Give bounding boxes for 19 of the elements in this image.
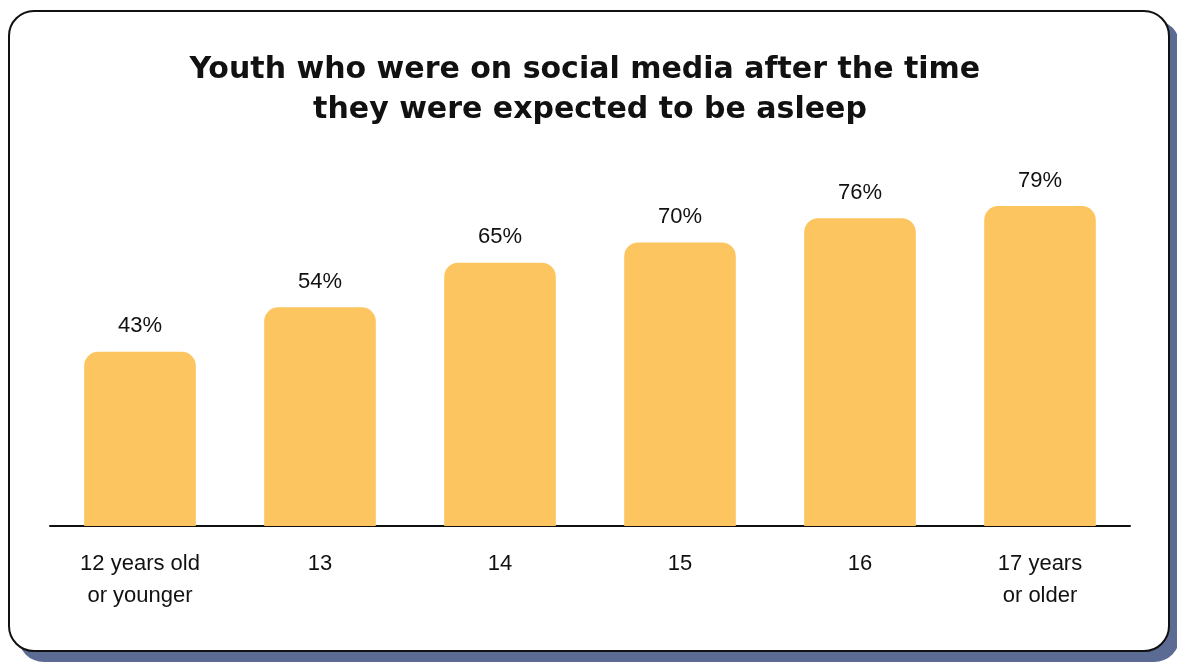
bar: [84, 351, 196, 526]
bar: [624, 242, 736, 526]
x-tick-label: 17 years or older: [997, 549, 1083, 607]
data-label: 54%: [297, 267, 343, 293]
data-label: 79%: [1017, 166, 1063, 192]
x-tick-label: 15: [667, 549, 693, 575]
x-tick-label: 12 years old or younger: [80, 549, 200, 607]
x-tick-label: 16: [847, 549, 873, 575]
data-label: 70%: [657, 203, 703, 228]
x-tick-label: 14: [487, 549, 513, 575]
bar: [444, 262, 556, 526]
bar: [804, 218, 916, 526]
data-label: 65%: [477, 223, 523, 249]
data-label: 76%: [837, 178, 883, 204]
x-tick-label: 13: [307, 549, 333, 575]
bar: [984, 206, 1096, 526]
chart-title: Youth who were on social media after the time they were expected to be asleep: [188, 49, 991, 125]
bar: [264, 307, 376, 526]
data-label: 43%: [117, 312, 163, 338]
